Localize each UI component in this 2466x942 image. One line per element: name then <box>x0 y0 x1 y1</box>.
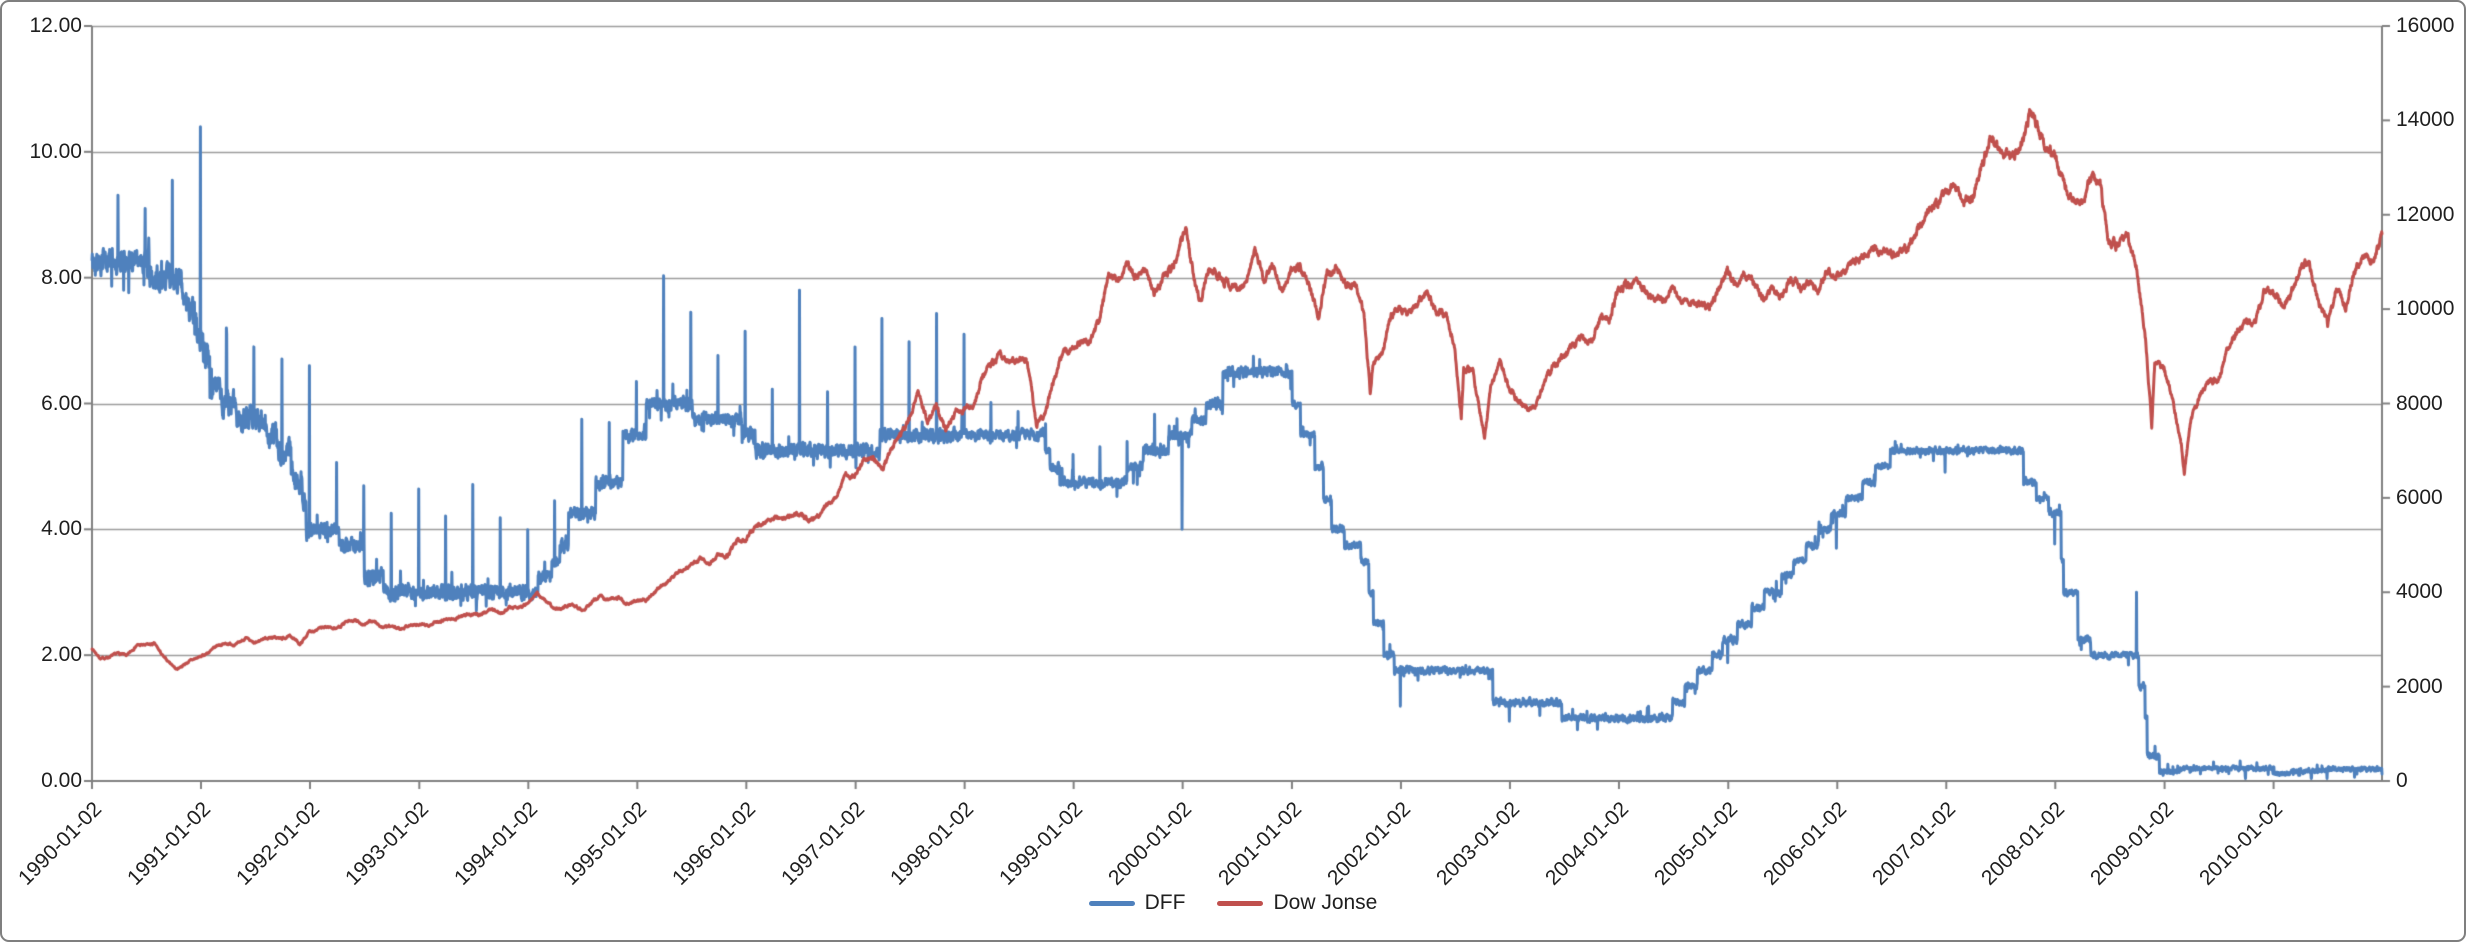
legend-item-dff: DFF <box>1088 891 1186 915</box>
legend-label-dow: Dow Jonse <box>1273 891 1378 914</box>
legend-label-dff: DFF <box>1144 891 1186 914</box>
chart-legend: DFF Dow Jonse <box>2 891 2464 915</box>
legend-swatch-dff <box>1088 900 1135 906</box>
legend-item-dow: Dow Jonse <box>1217 891 1377 915</box>
legend-swatch-dow <box>1217 900 1264 906</box>
